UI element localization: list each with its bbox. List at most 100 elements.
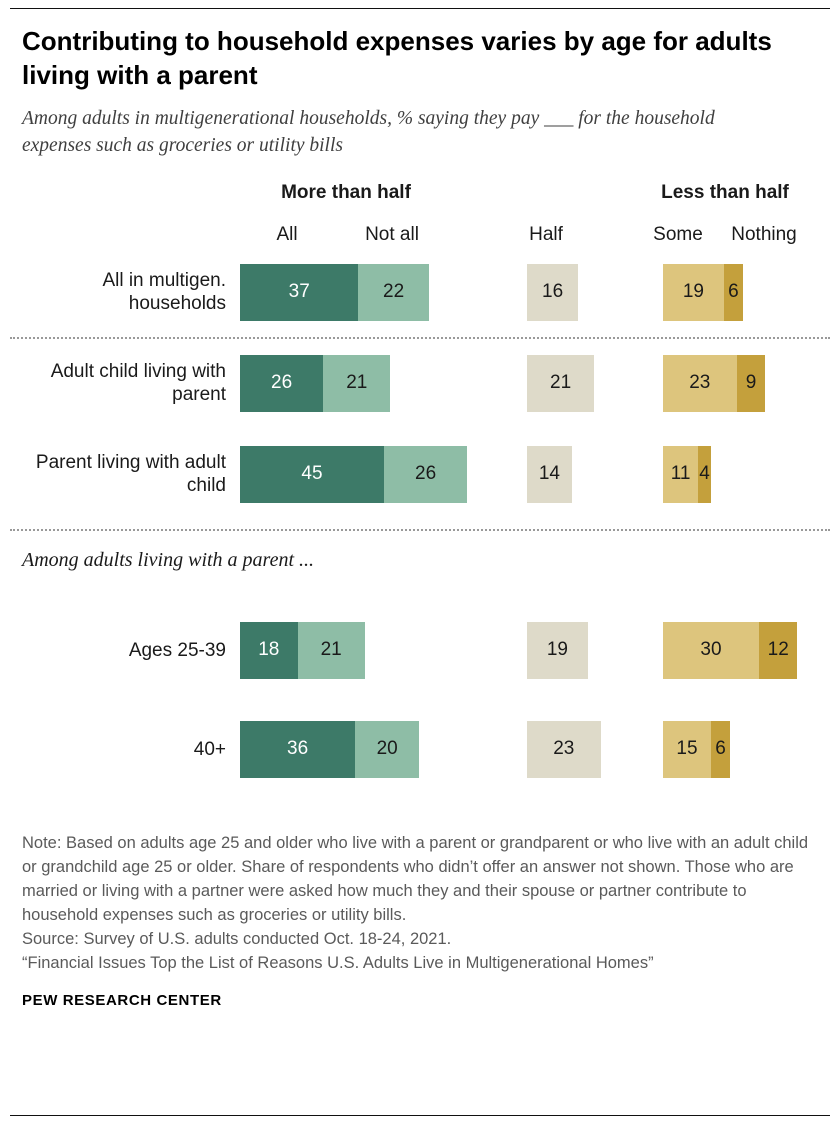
bar-value: 6	[728, 281, 739, 303]
bar-value: 6	[715, 738, 726, 760]
bar-value: 12	[767, 639, 789, 661]
bar-group-less-than-half: 19 6	[663, 263, 743, 321]
chart-row-all-multigen: All in multigen. households 37 22 16 19 …	[22, 263, 818, 321]
header-more-than-half: More than half	[281, 181, 411, 203]
bar-value: 23	[553, 738, 575, 760]
section-label: Among adults living with a parent ...	[22, 548, 315, 571]
bar-value: 20	[376, 738, 398, 760]
bar-segment-not-all: 22	[358, 263, 429, 321]
bar-value: 15	[676, 738, 698, 760]
footnotes: Note: Based on adults age 25 and older w…	[22, 832, 818, 976]
row-bars: 36 20 23 15 6	[240, 720, 818, 778]
chart-row-40-plus: 40+ 36 20 23 15 6	[22, 720, 818, 778]
chart-row-parent-living: Parent living with adult child 45 26 14 …	[22, 445, 818, 503]
bar-segment-half: 23	[527, 720, 601, 778]
header-less-than-half: Less than half	[661, 181, 789, 203]
header-all: All	[276, 223, 298, 245]
row-label: Adult child living with parent	[50, 360, 226, 406]
bar-segment-all: 36	[240, 720, 356, 778]
spacer	[22, 1009, 818, 1116]
bar-value: 22	[383, 281, 405, 303]
bar-segment-half: 21	[527, 354, 595, 412]
bar-segment-all: 37	[240, 263, 359, 321]
bar-segment-not-all: 26	[384, 445, 468, 503]
bar-segment-nothing: 6	[723, 263, 743, 321]
bar-value: 19	[546, 639, 568, 661]
header-half: Half	[529, 223, 563, 245]
bar-group-half: 19	[527, 621, 588, 679]
row-bars: 26 21 21 23 9	[240, 354, 818, 412]
bar-group-more-than-half: 45 26	[240, 445, 468, 503]
header-some: Some	[653, 223, 703, 245]
bar-value: 9	[745, 372, 757, 394]
bar-group-more-than-half: 36 20	[240, 720, 420, 778]
bar-segment-not-all: 21	[297, 621, 365, 679]
bar-group-more-than-half: 37 22	[240, 263, 429, 321]
bar-segment-not-all: 20	[355, 720, 420, 778]
header-not-all: Not all	[365, 223, 419, 245]
row-label: 40+	[193, 738, 226, 760]
row-bars: 37 22 16 19 6	[240, 263, 818, 321]
bar-value: 21	[346, 372, 368, 394]
bar-segment-nothing: 6	[711, 720, 731, 778]
dotted-divider	[10, 336, 830, 339]
bar-value: 4	[699, 463, 710, 485]
bar-value: 18	[258, 639, 280, 661]
pew-research-center-wordmark: PEW RESEARCH CENTER	[22, 991, 222, 1009]
bar-value: 11	[670, 463, 691, 485]
bar-segment-some: 15	[663, 720, 711, 778]
bar-group-less-than-half: 23 9	[663, 354, 766, 412]
bar-group-less-than-half: 11 4	[663, 445, 711, 503]
bar-group-half: 16	[527, 263, 579, 321]
chart-row-ages-25-39: Ages 25-39 18 21 19 30 12	[22, 621, 818, 679]
bar-segment-nothing: 9	[736, 354, 766, 412]
bar-group-more-than-half: 26 21	[240, 354, 391, 412]
top-rule	[10, 8, 830, 9]
bar-value: 26	[271, 372, 293, 394]
row-label: All in multigen. households	[102, 269, 226, 315]
bar-segment-half: 16	[527, 263, 579, 321]
bar-segment-not-all: 21	[323, 354, 391, 412]
bar-segment-all: 45	[240, 445, 384, 503]
bar-segment-some: 11	[663, 445, 699, 503]
bar-value: 30	[700, 639, 722, 661]
bar-segment-some: 23	[663, 354, 737, 412]
row-label: Ages 25-39	[128, 639, 226, 661]
bar-value: 45	[301, 463, 323, 485]
header-nothing: Nothing	[731, 223, 797, 245]
chart-row-adult-child: Adult child living with parent 26 21 21 …	[22, 354, 818, 412]
bar-segment-some: 30	[663, 621, 759, 679]
bar-value: 21	[550, 372, 572, 394]
bar-value: 26	[415, 463, 437, 485]
bar-value: 14	[538, 463, 560, 485]
bar-group-more-than-half: 18 21	[240, 621, 365, 679]
source-text: Source: Survey of U.S. adults conducted …	[22, 929, 452, 948]
bar-group-half: 23	[527, 720, 601, 778]
bar-group-half: 21	[527, 354, 595, 412]
bar-value: 37	[288, 281, 310, 303]
bar-segment-all: 18	[240, 621, 298, 679]
row-label: Parent living with adult child	[35, 451, 226, 497]
dotted-divider	[10, 528, 830, 531]
bar-group-less-than-half: 15 6	[663, 720, 731, 778]
bar-segment-nothing: 4	[698, 445, 711, 503]
bar-group-less-than-half: 30 12	[663, 621, 798, 679]
bar-value: 21	[320, 639, 342, 661]
bar-segment-half: 19	[527, 621, 588, 679]
bar-group-half: 14	[527, 445, 572, 503]
bar-segment-all: 26	[240, 354, 324, 412]
note-text: Note: Based on adults age 25 and older w…	[22, 833, 809, 924]
bar-segment-some: 19	[663, 263, 724, 321]
bar-value: 16	[542, 281, 564, 303]
row-bars: 45 26 14 11 4	[240, 445, 818, 503]
bar-segment-nothing: 12	[759, 621, 798, 679]
column-headers: More than half Less than half All Not al…	[22, 182, 818, 264]
bar-value: 19	[682, 281, 704, 303]
chart-title: Contributing to household expenses varie…	[22, 26, 772, 90]
row-bars: 18 21 19 30 12	[240, 621, 818, 679]
bottom-rule	[10, 1115, 830, 1116]
bar-value: 36	[287, 738, 309, 760]
report-title-quote: “Financial Issues Top the List of Reason…	[22, 953, 654, 972]
bar-value: 23	[689, 372, 711, 394]
